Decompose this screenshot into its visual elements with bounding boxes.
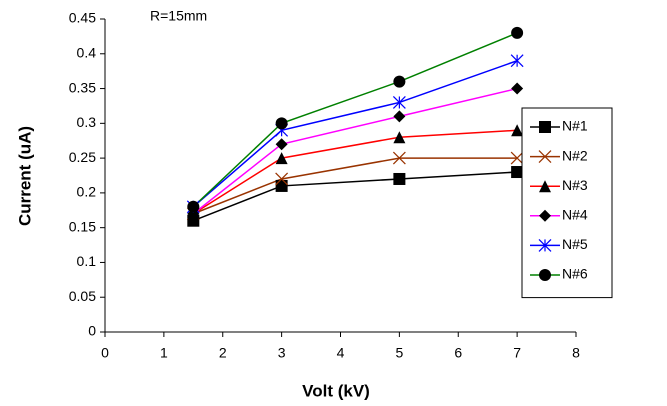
legend-label: N#6	[562, 266, 588, 282]
y-tick-label: 0.35	[69, 79, 96, 95]
y-axis-title: Current (uA)	[15, 126, 34, 226]
y-tick-label: 0.2	[77, 184, 97, 200]
marker	[539, 180, 551, 193]
marker	[393, 110, 406, 123]
series-line	[192, 87, 518, 215]
y-tick-label: 0.45	[69, 10, 96, 26]
marker	[511, 82, 524, 95]
y-tick-label: 0.3	[77, 114, 97, 130]
marker-stroke	[392, 151, 406, 165]
x-axis-title: Volt (kV)	[302, 381, 370, 400]
marker	[538, 238, 552, 252]
marker	[393, 172, 406, 185]
marker	[393, 131, 406, 144]
x-tick-label: 4	[337, 345, 345, 361]
x-tick-label: 6	[454, 345, 462, 361]
y-tick-label: 0.1	[77, 253, 97, 269]
legend-label: N#1	[562, 118, 588, 134]
series-line	[193, 157, 518, 215]
x-tick-label: 2	[219, 345, 227, 361]
x-tick-label: 3	[278, 345, 286, 361]
y-tick-label: 0.4	[77, 44, 97, 60]
y-tick-label: 0	[88, 323, 96, 339]
marker	[275, 138, 288, 151]
marker	[511, 124, 524, 137]
x-tick-label: 8	[572, 345, 580, 361]
marker	[538, 150, 552, 164]
series-line	[192, 60, 518, 208]
legend-label: N#3	[562, 177, 588, 193]
x-tick-label: 5	[395, 345, 403, 361]
legend-label: N#4	[562, 207, 588, 223]
x-tick-label: 0	[101, 345, 109, 361]
y-tick-label: 0.15	[69, 218, 96, 234]
marker	[539, 269, 551, 281]
annotation: R=15mm	[150, 8, 207, 24]
y-tick-label: 0.05	[69, 288, 96, 304]
marker	[275, 179, 288, 192]
marker	[275, 152, 288, 165]
legend-box	[521, 107, 613, 299]
x-tick-label: 1	[160, 345, 168, 361]
marker	[510, 54, 524, 68]
marker-stroke	[275, 172, 289, 186]
y-tick-label: 0.25	[69, 149, 96, 165]
marker	[393, 75, 406, 88]
marker	[275, 117, 288, 130]
marker	[187, 200, 200, 213]
marker	[392, 151, 406, 165]
marker	[275, 172, 289, 186]
legend-label: N#5	[562, 236, 588, 252]
legend: N#1 N#2 N#3 N#4 N#5 N#6	[521, 107, 613, 299]
marker	[511, 26, 524, 39]
marker	[392, 96, 406, 109]
marker	[510, 151, 524, 165]
marker-stroke	[510, 151, 524, 165]
marker-stroke	[538, 150, 552, 164]
series-line	[192, 129, 518, 215]
x-tick-label: 7	[513, 345, 521, 361]
series-line	[193, 171, 518, 222]
series-line	[192, 32, 518, 208]
marker	[539, 121, 551, 133]
marker	[539, 209, 551, 222]
legend-label: N#2	[562, 147, 588, 163]
marker	[511, 166, 524, 179]
